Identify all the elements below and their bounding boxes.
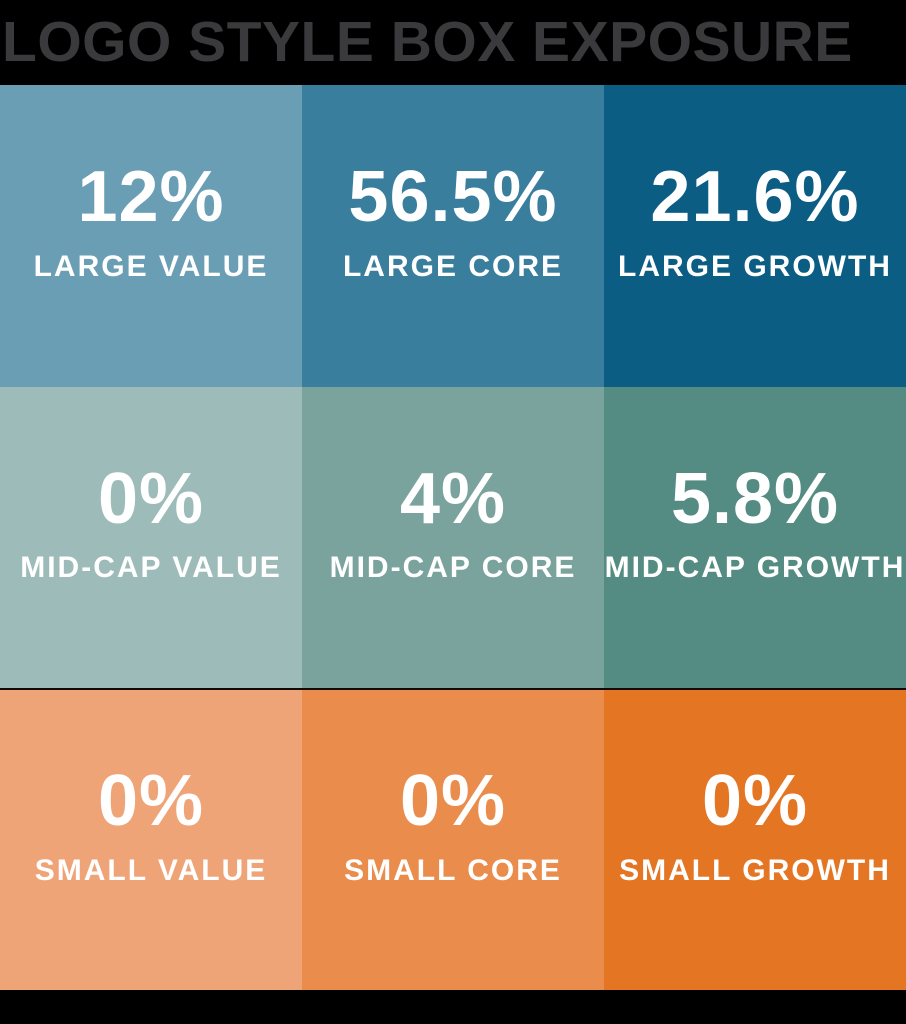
exposure-label-large-core: LARGE CORE bbox=[342, 249, 563, 283]
exposure-value-mid-cap-core: 4% bbox=[399, 458, 507, 539]
exposure-label-mid-cap-growth: MID-CAP GROWTH bbox=[604, 551, 906, 585]
cell-small-value: 0% SMALL VALUE bbox=[0, 688, 302, 990]
exposure-value-small-value: 0% bbox=[97, 761, 205, 842]
exposure-value-large-value: 12% bbox=[77, 157, 225, 238]
exposure-value-mid-cap-growth: 5.8% bbox=[670, 458, 840, 539]
style-box-grid: 12% LARGE VALUE 56.5% LARGE CORE 21.6% L… bbox=[0, 85, 906, 990]
page-title: LOGO STYLE BOX EXPOSURE bbox=[2, 10, 853, 74]
exposure-label-large-growth: LARGE GROWTH bbox=[618, 249, 892, 283]
cell-mid-cap-growth: 5.8% MID-CAP GROWTH bbox=[604, 386, 906, 689]
cell-large-value: 12% LARGE VALUE bbox=[0, 85, 302, 387]
header: LOGO STYLE BOX EXPOSURE bbox=[0, 0, 906, 85]
cell-large-core: 56.5% LARGE CORE bbox=[302, 85, 604, 387]
exposure-label-small-value: SMALL VALUE bbox=[34, 853, 268, 887]
exposure-value-mid-cap-value: 0% bbox=[97, 458, 205, 539]
exposure-label-large-value: LARGE VALUE bbox=[33, 249, 269, 283]
exposure-value-large-core: 56.5% bbox=[348, 157, 558, 238]
cell-small-growth: 0% SMALL GROWTH bbox=[604, 688, 906, 990]
cell-mid-cap-value: 0% MID-CAP VALUE bbox=[0, 386, 302, 689]
cell-large-growth: 21.6% LARGE GROWTH bbox=[604, 85, 906, 387]
exposure-label-mid-cap-core: MID-CAP CORE bbox=[329, 551, 577, 585]
cell-small-core: 0% SMALL CORE bbox=[302, 688, 604, 990]
exposure-value-small-growth: 0% bbox=[701, 761, 809, 842]
exposure-value-large-growth: 21.6% bbox=[650, 157, 860, 238]
bottom-spacer bbox=[0, 990, 906, 1024]
cell-mid-cap-core: 4% MID-CAP CORE bbox=[302, 386, 604, 689]
exposure-value-small-core: 0% bbox=[399, 761, 507, 842]
exposure-label-mid-cap-value: MID-CAP VALUE bbox=[20, 551, 282, 585]
exposure-label-small-growth: SMALL GROWTH bbox=[619, 853, 891, 887]
exposure-label-small-core: SMALL CORE bbox=[344, 853, 562, 887]
